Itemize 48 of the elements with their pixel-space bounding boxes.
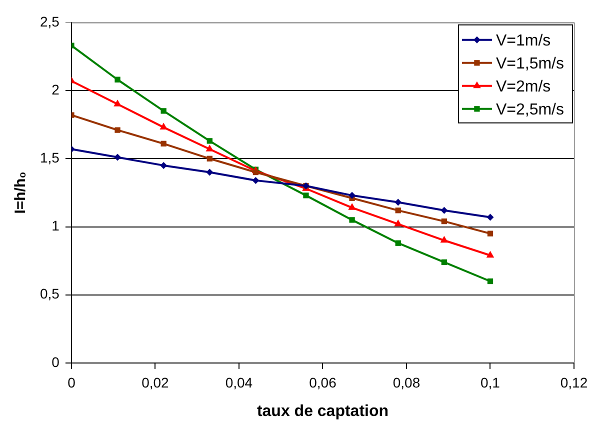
y-tick-label: 0,5 — [40, 286, 60, 302]
point — [348, 192, 356, 199]
y-tick-label: 1,5 — [40, 150, 60, 166]
point — [394, 220, 402, 226]
point — [349, 217, 355, 223]
point — [303, 192, 309, 198]
x-tick-label: 0,04 — [225, 374, 253, 390]
legend-label: V=1,5m/s — [496, 55, 564, 72]
point — [440, 236, 448, 243]
point — [487, 278, 494, 284]
y-tick-label: 1 — [52, 218, 60, 234]
point — [486, 250, 494, 258]
y-tick-label: 2,5 — [40, 13, 60, 30]
y-tick-label: 0 — [52, 354, 60, 370]
point — [395, 240, 401, 246]
x-tick-label: 0,02 — [142, 374, 170, 390]
point — [114, 76, 120, 82]
legend-label: V=1m/s — [496, 32, 551, 50]
point — [114, 154, 122, 161]
point — [160, 122, 168, 130]
point — [441, 218, 448, 224]
x-tick-label: 0,06 — [309, 374, 337, 390]
point — [348, 203, 356, 210]
x-tick-label: 0 — [68, 374, 76, 390]
point — [394, 198, 402, 206]
point — [160, 140, 166, 146]
point — [252, 169, 259, 176]
point — [206, 168, 214, 176]
x-tick-label: 0,08 — [392, 374, 420, 390]
legend-label: V=2m/s — [496, 78, 551, 96]
point — [486, 214, 494, 221]
point — [395, 208, 401, 214]
y-axis-title: I=h/h₀ — [12, 172, 30, 214]
point — [114, 100, 122, 106]
legend-label: V=2,5m/s — [496, 101, 564, 118]
x-axis-title: taux de captation — [256, 402, 389, 420]
y-tick-label: 2 — [52, 81, 60, 98]
x-tick-label: 0,12 — [560, 374, 588, 390]
x-tick-label: 0,1 — [480, 374, 500, 390]
point — [441, 259, 448, 266]
point — [206, 156, 212, 162]
point — [160, 108, 166, 114]
point — [487, 230, 494, 236]
point — [114, 127, 120, 133]
point — [440, 206, 448, 214]
point — [160, 162, 168, 169]
point — [206, 138, 212, 144]
point — [252, 176, 260, 184]
